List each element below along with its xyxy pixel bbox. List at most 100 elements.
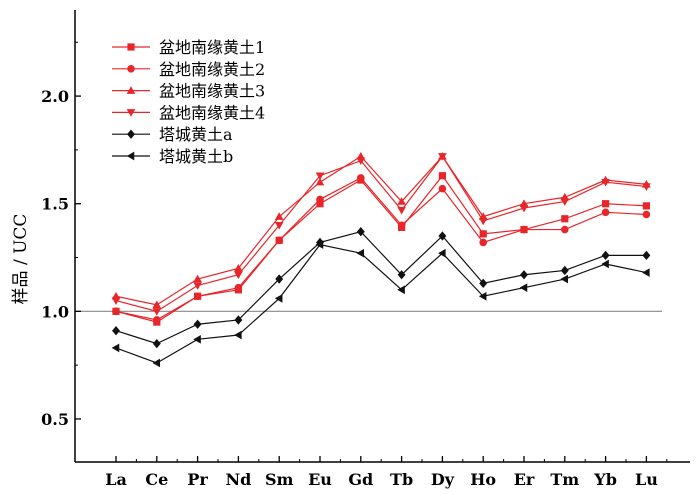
data-point xyxy=(356,157,366,165)
data-point xyxy=(357,174,365,182)
x-tick-label: Ce xyxy=(145,470,168,489)
x-tick-label: Er xyxy=(514,470,535,489)
x-tick-label: La xyxy=(105,470,127,489)
data-point xyxy=(316,200,324,208)
data-point xyxy=(152,300,162,309)
data-point xyxy=(315,177,325,186)
legend-label: 盆地南缘黄土4 xyxy=(159,103,265,122)
series-2 xyxy=(112,174,651,324)
data-point xyxy=(438,231,447,241)
data-point xyxy=(397,285,405,295)
data-point xyxy=(274,212,284,220)
data-point xyxy=(274,221,284,230)
data-point xyxy=(642,250,651,261)
x-tick-label: Tm xyxy=(550,470,579,489)
data-point xyxy=(601,178,610,187)
legend-item-6: 塔城黄土b xyxy=(112,147,233,166)
x-tick-label: Sm xyxy=(265,470,294,489)
data-point xyxy=(193,292,202,301)
series-line xyxy=(115,177,647,321)
data-point xyxy=(601,259,609,269)
data-point xyxy=(234,271,243,280)
y-tick-label: 1.0 xyxy=(41,302,69,321)
data-point xyxy=(111,297,121,305)
legend-label: 塔城黄土b xyxy=(159,147,233,166)
y-tick-label: 1.5 xyxy=(41,195,69,214)
data-point xyxy=(315,172,325,181)
series-3 xyxy=(111,152,651,309)
data-point xyxy=(111,343,120,353)
data-point xyxy=(560,265,569,276)
data-point xyxy=(275,274,284,284)
data-point xyxy=(601,208,610,217)
legend-item-4: 盆地南缘黄土4 xyxy=(112,103,265,122)
data-point xyxy=(193,334,201,344)
legend-marker xyxy=(127,65,135,73)
data-point xyxy=(234,330,242,340)
data-point xyxy=(193,282,202,290)
data-point xyxy=(520,270,528,280)
series-line xyxy=(115,155,647,312)
data-point xyxy=(602,200,610,208)
legend-label: 盆地南缘黄土3 xyxy=(159,82,265,101)
data-point xyxy=(519,283,528,292)
series-layer xyxy=(111,152,651,368)
data-point xyxy=(642,202,650,210)
data-point xyxy=(642,210,651,219)
data-point xyxy=(478,291,487,301)
legend-marker xyxy=(127,129,135,139)
data-point xyxy=(274,294,283,303)
x-tick-label: Ho xyxy=(470,470,496,489)
data-point xyxy=(397,197,406,205)
legend-item-2: 盆地南缘黄土2 xyxy=(112,60,265,79)
x-tick-label: Gd xyxy=(348,470,373,489)
data-point xyxy=(234,263,243,272)
data-point xyxy=(601,250,610,261)
data-point xyxy=(153,316,161,324)
data-point xyxy=(642,183,651,191)
series-6 xyxy=(111,240,650,368)
data-point xyxy=(397,206,406,215)
legend-marker xyxy=(126,151,135,161)
x-tick-label: Dy xyxy=(431,470,455,489)
data-point xyxy=(356,227,365,237)
data-point xyxy=(152,338,161,349)
x-tick-label: Lu xyxy=(635,470,658,489)
legend-item-1: 盆地南缘黄土1 xyxy=(112,38,265,57)
data-point xyxy=(193,274,202,283)
legend-marker xyxy=(127,43,135,51)
legend-item-5: 塔城黄土a xyxy=(112,125,233,144)
data-point xyxy=(438,184,447,193)
data-point xyxy=(438,172,446,180)
legend: 盆地南缘黄土1 盆地南缘黄土2 盆地南缘黄土3 盆地南缘黄土4 塔城黄土a 塔城黄土b xyxy=(112,38,265,166)
data-point xyxy=(112,326,120,336)
data-point xyxy=(356,248,365,258)
legend-label: 盆地南缘黄土2 xyxy=(159,60,265,79)
x-tick-label: Pr xyxy=(187,470,208,489)
data-point xyxy=(561,215,569,223)
y-axis: 0.5 1.0 1.5 2.0 xyxy=(41,41,81,429)
legend-label: 盆地南缘黄土1 xyxy=(159,38,265,57)
x-tick-label: Yb xyxy=(593,470,617,489)
data-point xyxy=(478,217,488,226)
data-point xyxy=(519,204,529,213)
data-point xyxy=(479,278,488,289)
data-point xyxy=(397,221,406,230)
data-point xyxy=(479,230,487,238)
data-point xyxy=(438,248,446,258)
data-point xyxy=(112,307,120,316)
data-point xyxy=(561,225,569,234)
x-tick-label: Tb xyxy=(390,470,413,489)
y-tick-label: 2.0 xyxy=(41,87,69,106)
data-point xyxy=(560,274,569,284)
series-4 xyxy=(111,153,651,316)
x-axis: La Ce Pr Nd Sm Eu Gd Tb Dy Ho Er Tm Yb Lu xyxy=(105,456,668,489)
legend-marker xyxy=(126,86,136,94)
data-point xyxy=(642,268,650,277)
data-point xyxy=(275,236,283,245)
data-point xyxy=(152,308,162,316)
series-line xyxy=(115,243,647,364)
data-point xyxy=(438,153,447,161)
data-point xyxy=(193,319,202,329)
